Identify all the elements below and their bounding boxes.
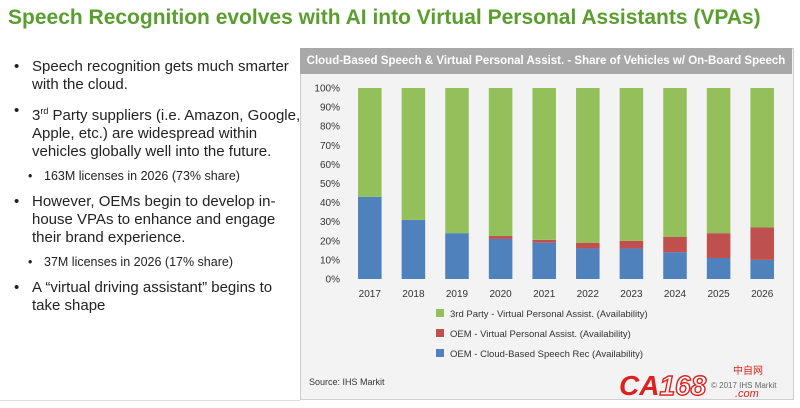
- legend-label: OEM - Virtual Personal Assist. (Availabi…: [450, 329, 631, 340]
- bar-segment: [663, 88, 687, 237]
- x-tick-label: 2019: [446, 289, 469, 300]
- y-tick-label: 40%: [320, 198, 340, 209]
- bar-segment: [488, 238, 513, 279]
- watermark-logo: 中自网 CA168 © 2017 IHS Markit .com: [619, 364, 777, 400]
- bullet-text: 163M licenses in 2026 (73% share): [44, 169, 240, 183]
- bar-segment: [488, 88, 513, 237]
- stacked-bar-chart: 0% 10% 20% 30% 40% 50% 60% 70% 80% 90% 100% 2017 201…: [314, 84, 774, 360]
- bar-segment: [750, 259, 774, 279]
- bar-segment: [619, 88, 644, 241]
- bar-segment: [576, 242, 600, 249]
- bar-segment: [488, 236, 513, 239]
- bar-segment: [619, 240, 644, 249]
- y-tick-label: 90%: [320, 103, 340, 114]
- bar-segment: [619, 248, 644, 279]
- y-tick-label: 30%: [320, 217, 340, 228]
- x-tick-label: 2025: [707, 289, 730, 300]
- watermark-cn: 中自网: [733, 364, 763, 377]
- bullet-item: • 3rd Party suppliers (i.e. Amazon, Goog…: [14, 102, 304, 161]
- bullet-text: 3rd Party suppliers (i.e. Amazon, Google…: [32, 106, 301, 160]
- y-tick-label: 0%: [326, 275, 341, 286]
- legend-swatch: [436, 349, 444, 357]
- x-tick-label: 2022: [577, 289, 600, 300]
- y-tick-label: 80%: [320, 122, 340, 133]
- legend-swatch: [436, 309, 444, 317]
- y-tick-label: 50%: [320, 179, 340, 190]
- bar-segment: [445, 88, 469, 234]
- bar-segment: [401, 88, 426, 220]
- y-tick-label: 70%: [320, 141, 340, 152]
- x-tick-label: 2023: [620, 289, 643, 300]
- bar-segment: [663, 252, 687, 279]
- bullet-dot-icon: •: [28, 169, 33, 183]
- bullet-dot-icon: •: [14, 58, 20, 75]
- chart-header: Cloud-Based Speech & Virtual Personal As…: [300, 48, 792, 74]
- watermark-copyright: © 2017 IHS Markit: [711, 381, 777, 390]
- sub-bullet-item: • 37M licenses in 2026 (17% share): [14, 255, 304, 270]
- bar-segment: [576, 248, 600, 279]
- bullet-dot-icon: •: [14, 279, 20, 296]
- legend-label: 3rd Party - Virtual Personal Assist. (Av…: [450, 309, 648, 320]
- bar-segment: [445, 233, 469, 279]
- chart-source: Source: IHS Markit: [309, 377, 385, 387]
- watermark-brand: CA168: [619, 370, 707, 400]
- bar-segment: [401, 219, 426, 279]
- bar-segment: [358, 196, 382, 279]
- bullet-dot-icon: •: [14, 102, 20, 119]
- bullet-list: • Speech recognition gets much smarter w…: [14, 58, 304, 323]
- bullet-item: • However, OEMs begin to develop in-hous…: [14, 193, 304, 247]
- bullet-dot-icon: •: [28, 255, 33, 269]
- x-tick-label: 2024: [664, 289, 687, 300]
- bar-segment: [663, 236, 687, 253]
- bar-segment: [706, 233, 731, 258]
- divider: [0, 400, 300, 401]
- y-tick-label: 100%: [314, 84, 340, 95]
- y-tick-label: 60%: [320, 160, 340, 171]
- bullet-text: Speech recognition gets much smarter wit…: [32, 58, 289, 93]
- bar-segment: [532, 242, 556, 279]
- bullet-text: 37M licenses in 2026 (17% share): [44, 255, 233, 269]
- x-tick-label: 2017: [359, 289, 382, 300]
- bullet-item: • Speech recognition gets much smarter w…: [14, 58, 304, 94]
- y-tick-label: 10%: [320, 255, 340, 266]
- bullet-dot-icon: •: [14, 193, 20, 210]
- bar-segment: [532, 88, 556, 240]
- legend-label: OEM - Cloud-Based Speech Rec (Availabili…: [450, 349, 643, 360]
- bullet-text: A “virtual driving assistant” begins to …: [32, 279, 273, 314]
- legend-swatch: [436, 329, 444, 337]
- watermark-domain: .com: [735, 388, 759, 400]
- x-tick-label: 2018: [402, 289, 425, 300]
- x-tick-label: 2020: [489, 289, 512, 300]
- sub-bullet-item: • 163M licenses in 2026 (73% share): [14, 169, 304, 184]
- bar-segment: [706, 257, 731, 279]
- y-tick-label: 20%: [320, 236, 340, 247]
- bar-segment: [532, 239, 556, 243]
- x-tick-label: 2021: [533, 289, 556, 300]
- bar-segment: [358, 88, 382, 197]
- slide-title: Speech Recognition evolves with AI into …: [8, 6, 761, 29]
- bullet-text: However, OEMs begin to develop in-house …: [32, 193, 276, 246]
- bar-segment: [750, 227, 774, 260]
- bar-segment: [576, 88, 600, 243]
- x-tick-label: 2026: [751, 289, 774, 300]
- bar-segment: [706, 88, 731, 234]
- bar-segment: [750, 88, 774, 228]
- bullet-item: • A “virtual driving assistant” begins t…: [14, 279, 304, 315]
